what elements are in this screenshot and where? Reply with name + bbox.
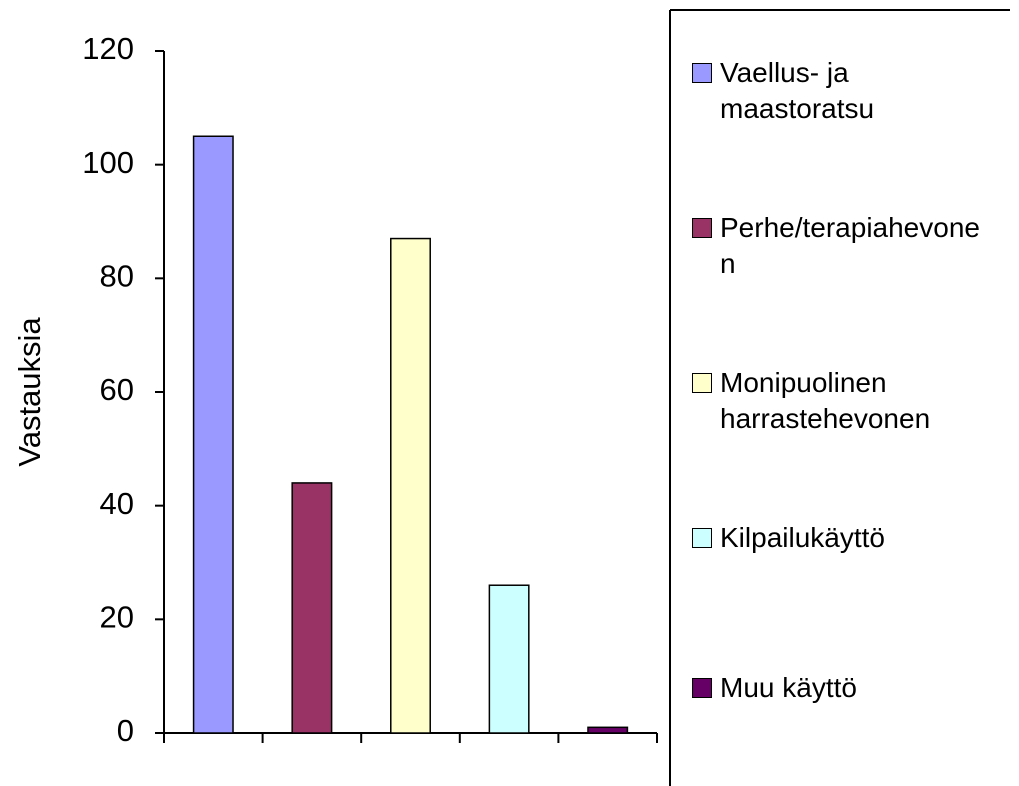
legend-entry: Monipuolinen harrastehevonen [692, 365, 992, 437]
legend-entry: Muu käyttö [692, 670, 992, 706]
y-tick-label: 20 [100, 600, 134, 635]
legend-label: Monipuolinen harrastehevonen [720, 367, 931, 434]
legend-swatch [692, 218, 712, 238]
legend-entry: Vaellus- ja maastoratsu [692, 55, 992, 127]
y-axis-label: Vastauksia [12, 317, 47, 467]
y-tick-label: 0 [117, 713, 134, 748]
legend-swatch [692, 528, 712, 548]
bar [587, 726, 629, 734]
legend-label: Muu käyttö [720, 672, 857, 703]
y-tick-label: 40 [100, 486, 134, 521]
legend-entry: Kilpailukäyttö [692, 520, 992, 556]
legend-swatch [692, 63, 712, 83]
y-tick-label: 120 [82, 31, 134, 66]
legend-swatch [692, 678, 712, 698]
y-tick-label: 100 [82, 145, 134, 180]
y-tick-label: 60 [100, 372, 134, 407]
bar [390, 237, 431, 734]
y-tick-label: 80 [100, 259, 134, 294]
bar [192, 135, 234, 734]
legend-entry: Perhe/terapiahevonen [692, 210, 992, 282]
legend-swatch [692, 373, 712, 393]
legend-label: Kilpailukäyttö [720, 522, 885, 553]
bar [291, 482, 333, 734]
legend-label: Vaellus- ja maastoratsu [720, 57, 875, 124]
bar [488, 584, 530, 734]
legend-label: Perhe/terapiahevonen [720, 212, 980, 279]
